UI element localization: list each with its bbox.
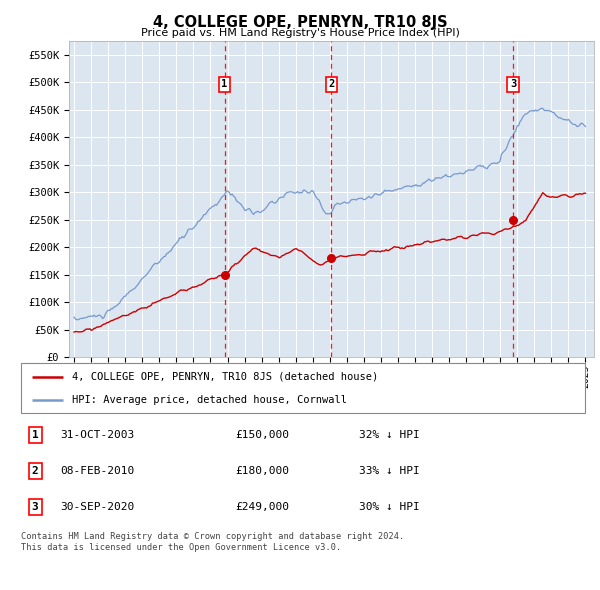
- Text: 31-OCT-2003: 31-OCT-2003: [61, 430, 135, 440]
- Text: 4, COLLEGE OPE, PENRYN, TR10 8JS (detached house): 4, COLLEGE OPE, PENRYN, TR10 8JS (detach…: [72, 372, 378, 382]
- Text: HPI: Average price, detached house, Cornwall: HPI: Average price, detached house, Corn…: [72, 395, 347, 405]
- Text: £180,000: £180,000: [235, 466, 289, 476]
- Text: 32% ↓ HPI: 32% ↓ HPI: [359, 430, 420, 440]
- Text: 30-SEP-2020: 30-SEP-2020: [61, 502, 135, 512]
- Text: 33% ↓ HPI: 33% ↓ HPI: [359, 466, 420, 476]
- Text: 08-FEB-2010: 08-FEB-2010: [61, 466, 135, 476]
- Text: 1: 1: [32, 430, 38, 440]
- Text: Contains HM Land Registry data © Crown copyright and database right 2024.
This d: Contains HM Land Registry data © Crown c…: [21, 532, 404, 552]
- Text: 30% ↓ HPI: 30% ↓ HPI: [359, 502, 420, 512]
- Text: 3: 3: [510, 79, 516, 89]
- Text: 3: 3: [32, 502, 38, 512]
- Text: 2: 2: [32, 466, 38, 476]
- Text: 4, COLLEGE OPE, PENRYN, TR10 8JS: 4, COLLEGE OPE, PENRYN, TR10 8JS: [152, 15, 448, 30]
- Text: Price paid vs. HM Land Registry's House Price Index (HPI): Price paid vs. HM Land Registry's House …: [140, 28, 460, 38]
- Text: £150,000: £150,000: [235, 430, 289, 440]
- FancyBboxPatch shape: [21, 363, 585, 413]
- Text: £249,000: £249,000: [235, 502, 289, 512]
- Text: 1: 1: [221, 79, 228, 89]
- Text: 2: 2: [328, 79, 335, 89]
